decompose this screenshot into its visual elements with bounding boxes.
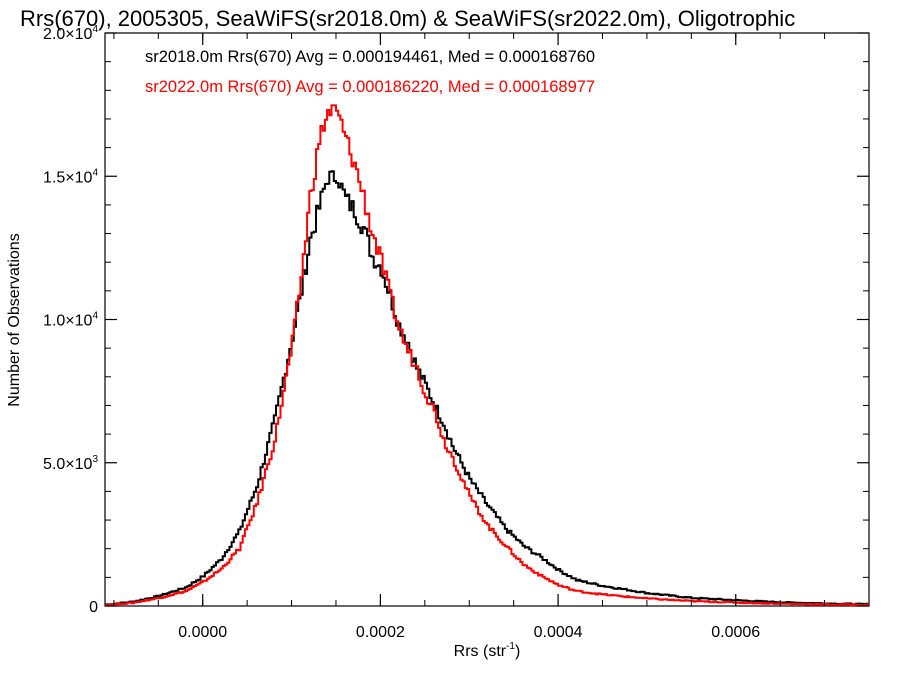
- x-tick-label: 0.0000: [178, 624, 227, 641]
- y-axis-label: Number of Observations: [6, 233, 23, 406]
- series-line-sr2018.0m: [105, 170, 869, 606]
- legend-entry-sr2022: sr2022.0m Rrs(670) Avg = 0.000186220, Me…: [145, 78, 595, 96]
- chart-title: Rrs(670), 2005305, SeaWiFS(sr2018.0m) & …: [20, 6, 795, 31]
- tick-layer: 0.0000 0.0002 0.0004 0.0006 0 5.0×103 1.0×104 1…: [43, 24, 869, 641]
- legend-entry-sr2018: sr2018.0m Rrs(670) Avg = 0.000194461, Me…: [145, 48, 595, 66]
- x-tick-label: 0.0006: [711, 624, 760, 641]
- x-axis-label-main: Rrs (str: [454, 643, 507, 660]
- y-tick-label: 1.0×104: [43, 311, 98, 330]
- x-tick-label: 0.0002: [356, 624, 405, 641]
- y-tick-label: 0: [89, 599, 98, 616]
- y-tick-label: 2.0×104: [43, 24, 98, 43]
- x-axis-label: Rrs (str-1): [454, 641, 521, 660]
- y-tick-label: 1.5×104: [43, 167, 98, 186]
- x-axis-label-exponent: -1: [506, 641, 515, 652]
- y-tick-label: 5.0×103: [43, 454, 98, 473]
- x-axis-label-suffix: ): [515, 643, 520, 660]
- x-tick-label: 0.0004: [534, 624, 583, 641]
